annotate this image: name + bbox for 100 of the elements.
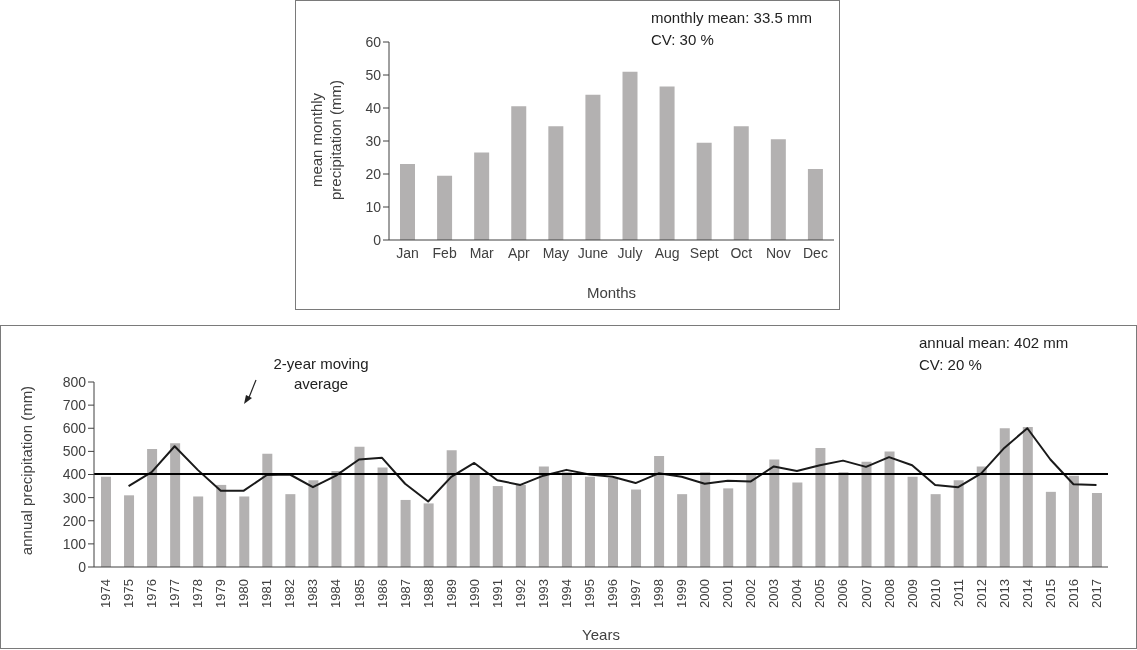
x-tick-label: 2012	[973, 579, 989, 608]
bar	[515, 484, 526, 567]
bar	[769, 459, 780, 567]
bar	[622, 71, 638, 240]
y-tick-label: 40	[365, 99, 382, 116]
bar	[561, 472, 572, 567]
bar	[124, 495, 135, 567]
bar	[815, 447, 826, 567]
x-tick-label: 1976	[144, 579, 160, 608]
x-tick-label: 1980	[236, 579, 252, 608]
x-tick-label: Jan	[396, 244, 419, 261]
bar	[654, 456, 665, 567]
text: 2-year moving average	[272, 354, 370, 394]
bar	[147, 449, 158, 567]
bar	[511, 106, 527, 240]
y-tick-label: 0	[78, 558, 87, 575]
x-tick-label: 2010	[927, 579, 943, 608]
bar	[377, 467, 388, 567]
bar	[733, 126, 749, 240]
bar	[907, 476, 918, 567]
bar	[492, 486, 503, 567]
bar	[723, 488, 734, 567]
y-tick-label: 200	[62, 512, 87, 529]
bar	[608, 477, 618, 567]
bar	[400, 499, 411, 567]
x-axis-title: Months	[586, 284, 637, 301]
x-tick-label: 1989	[443, 579, 459, 608]
y-tick-label: 800	[62, 373, 87, 390]
bar	[400, 164, 415, 240]
bar	[548, 126, 564, 240]
bar	[999, 428, 1010, 567]
x-tick-label: 2013	[996, 579, 1012, 608]
y-tick-label: 30	[365, 132, 382, 149]
bar	[1022, 427, 1033, 567]
x-tick-label: 1999	[674, 579, 690, 608]
x-tick-label: 2016	[1065, 579, 1081, 608]
bar	[700, 472, 711, 567]
x-tick-label: 2001	[720, 579, 736, 608]
x-tick-label: 1993	[535, 579, 551, 608]
bar	[1091, 493, 1102, 567]
bar	[807, 169, 823, 240]
bar	[331, 471, 342, 567]
x-axis-title: Years	[582, 626, 620, 643]
text: monthly mean: 33.5 mm	[651, 8, 812, 28]
bar	[1045, 491, 1056, 567]
x-tick-label: 2007	[858, 579, 874, 608]
x-tick-label: 2008	[881, 579, 897, 608]
bar	[976, 466, 987, 567]
x-tick-label: 2000	[697, 579, 713, 608]
x-tick-label: 1994	[558, 579, 574, 608]
bar	[469, 473, 480, 567]
bar	[953, 480, 964, 567]
x-tick-label: Sept	[689, 244, 719, 261]
bar	[446, 450, 457, 567]
bar	[861, 461, 872, 567]
bar	[746, 473, 757, 567]
text: CV: 20 %	[919, 355, 983, 375]
x-tick-label: 1982	[282, 579, 298, 608]
bar	[677, 494, 688, 567]
x-tick-label: Oct	[730, 244, 753, 261]
x-tick-label: Feb	[432, 244, 457, 261]
x-tick-label: 1988	[420, 579, 436, 608]
x-tick-label: 1978	[190, 579, 206, 608]
y-axis-title: mean monthly precipitation (mm)	[307, 79, 345, 202]
x-tick-label: 2003	[766, 579, 782, 608]
y-tick-label: 600	[62, 420, 87, 437]
x-tick-label: Dec	[803, 244, 828, 261]
x-tick-label: 1986	[374, 579, 390, 608]
x-tick-label: 1987	[397, 579, 413, 608]
y-tick-label: 300	[62, 489, 87, 506]
x-tick-label: 2009	[904, 579, 920, 608]
x-tick-label: 1985	[351, 579, 367, 608]
x-tick-label: Nov	[765, 244, 791, 261]
x-tick-label: 2002	[743, 579, 759, 608]
bar	[884, 451, 895, 567]
x-tick-label: 1998	[651, 579, 667, 608]
y-tick-label: 60	[365, 33, 382, 50]
y-axis-title: annual precipitation (mm)	[16, 384, 36, 558]
y-tick-label: 20	[365, 165, 382, 182]
bar	[262, 453, 273, 567]
x-tick-label: 1996	[605, 579, 621, 608]
x-tick-label: May	[542, 244, 570, 261]
bar	[354, 446, 365, 567]
x-tick-label: Mar	[469, 244, 495, 261]
bar	[792, 482, 803, 567]
bar	[585, 94, 601, 240]
x-tick-label: 1979	[213, 579, 229, 608]
x-tick-label: 1983	[305, 579, 321, 608]
x-tick-label: 1997	[628, 579, 644, 608]
x-tick-label: 1974	[98, 579, 114, 608]
x-tick-label: July	[617, 244, 643, 261]
bar	[101, 476, 111, 567]
x-tick-label: 2017	[1088, 579, 1104, 608]
y-tick-label: 100	[62, 535, 87, 552]
x-tick-label: 1990	[466, 579, 482, 608]
bar	[1068, 475, 1079, 567]
bar	[930, 494, 941, 567]
bar	[216, 484, 227, 567]
bar	[838, 472, 849, 567]
y-tick-label: 400	[62, 466, 87, 483]
